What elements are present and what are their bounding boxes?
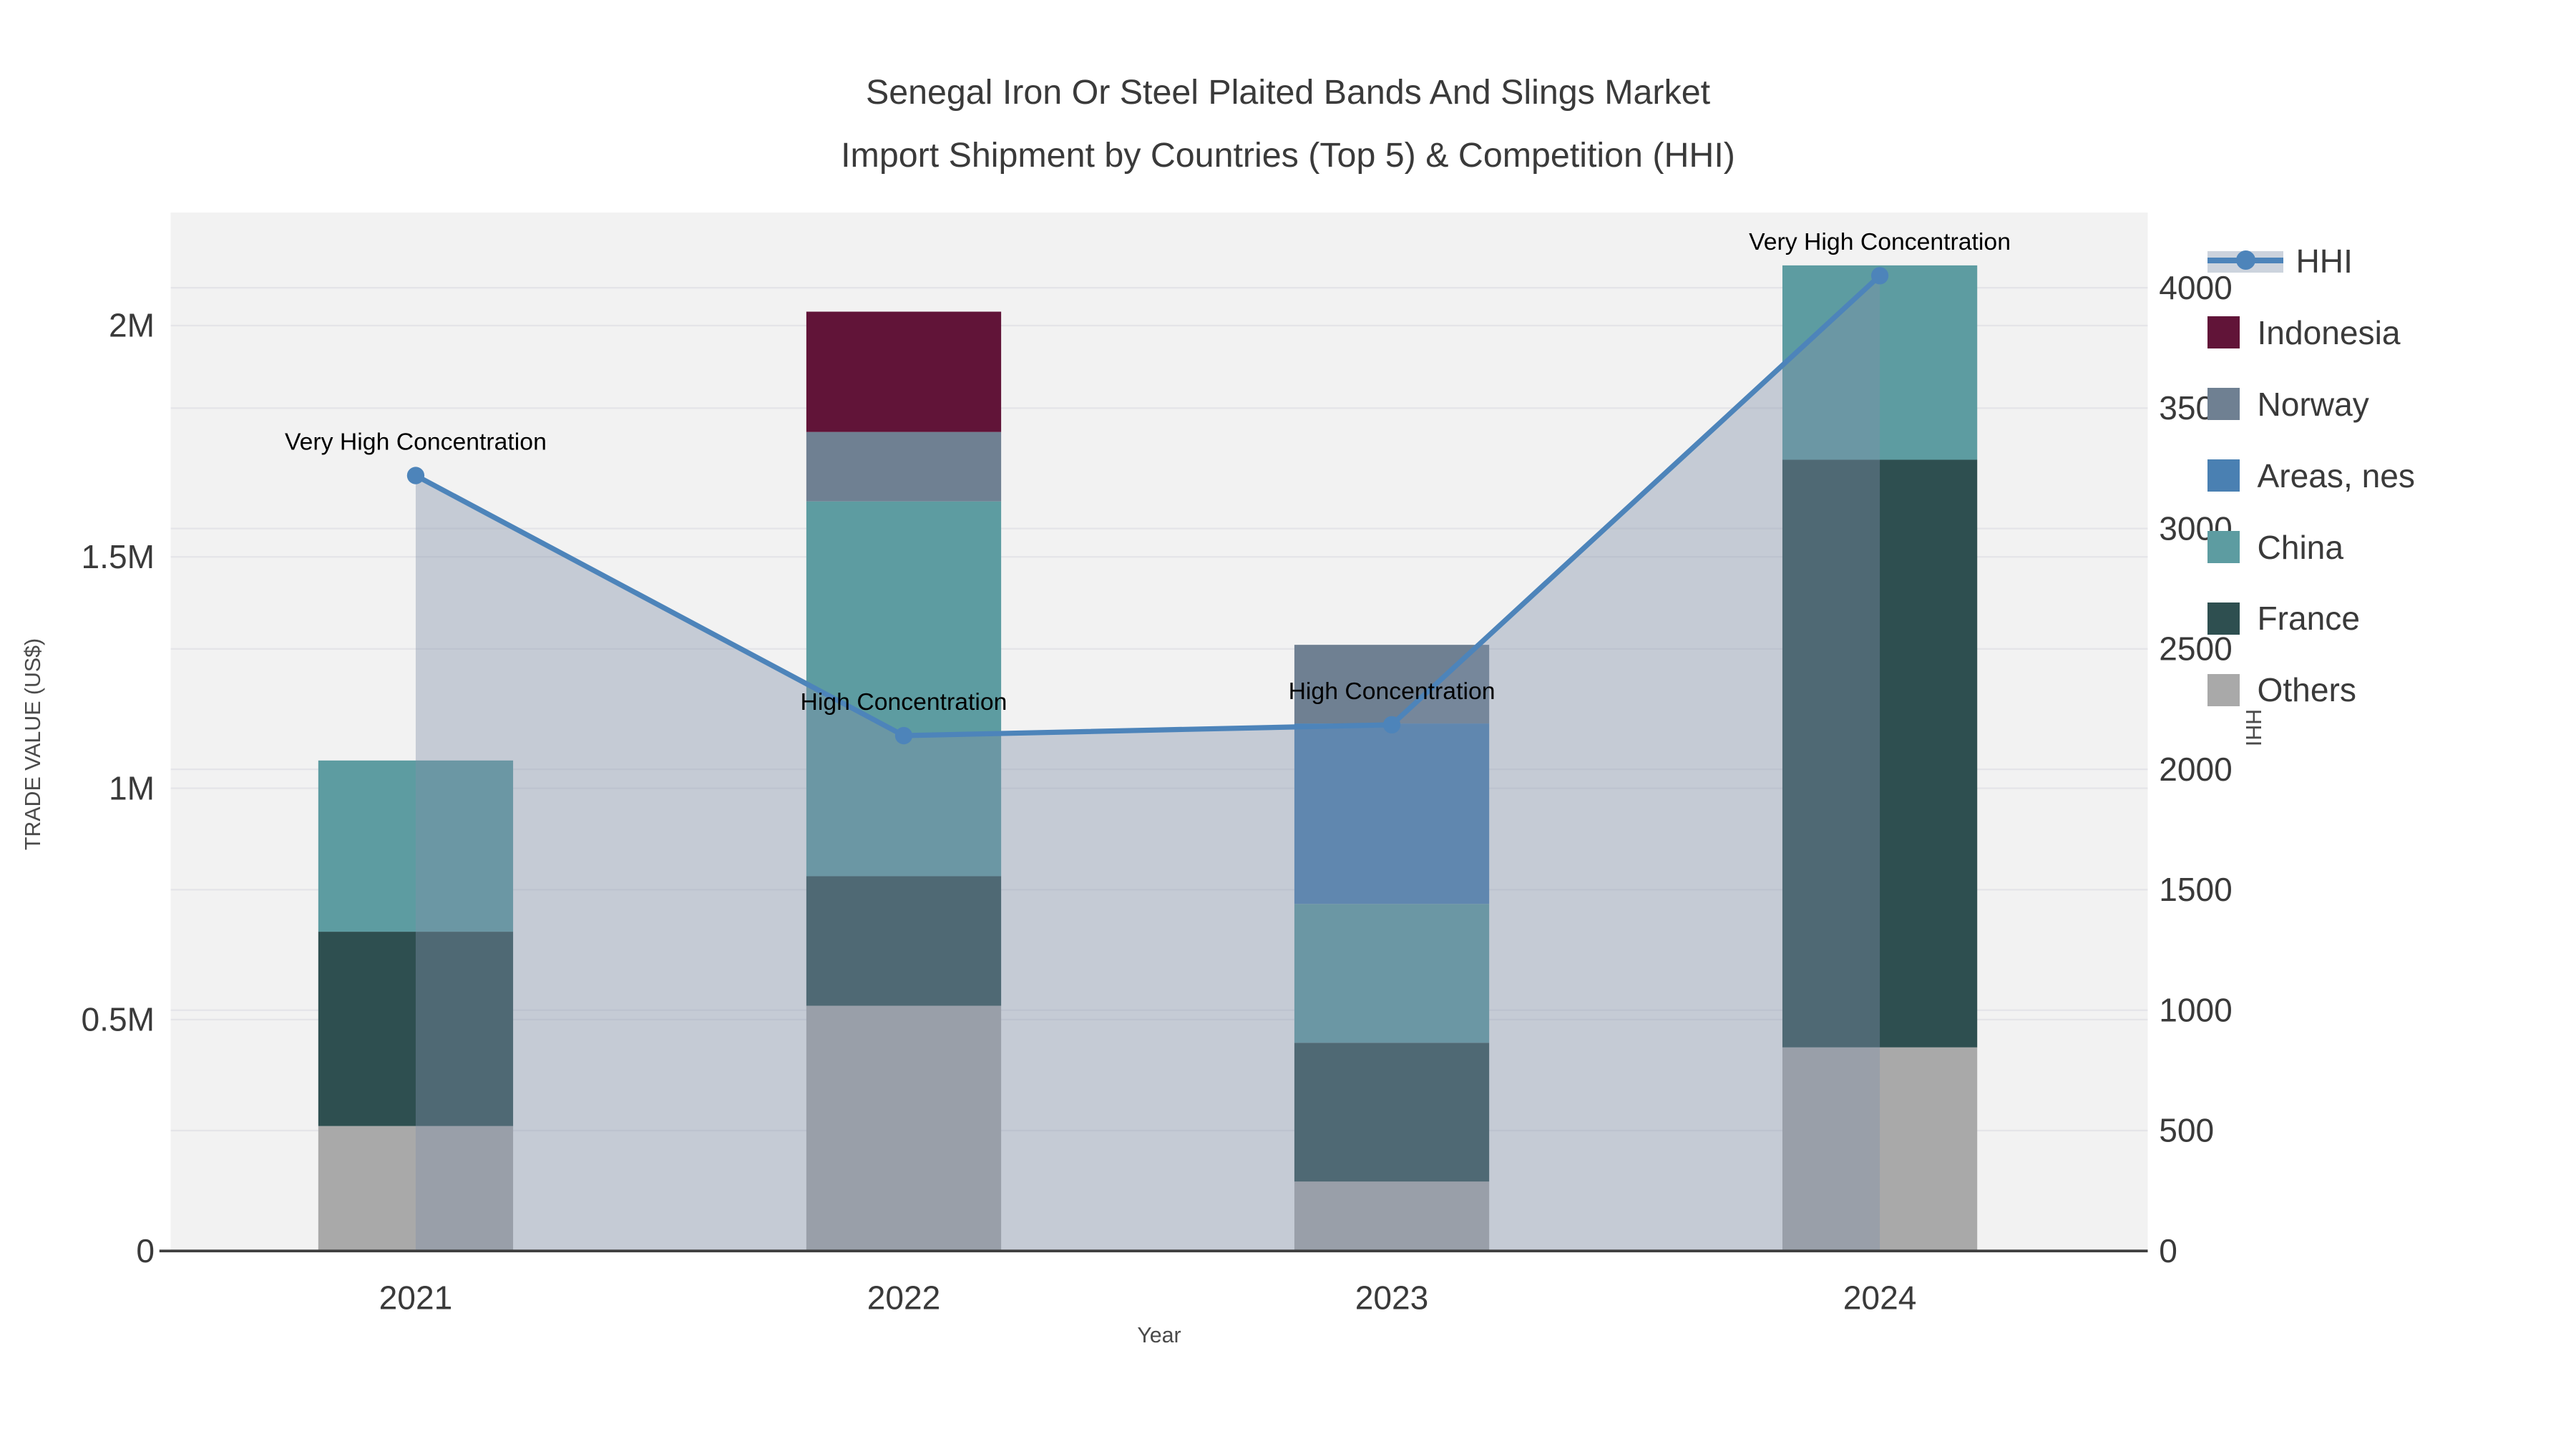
legend-label: France [2257, 600, 2361, 638]
legend-swatch-icon [2207, 531, 2240, 563]
y-right-tick-1500: 1500 [2159, 871, 2233, 908]
bar-segment-china-2021 [318, 760, 514, 932]
bar-segment-norway-2023 [1294, 645, 1490, 724]
legend-item-areas-nes: Areas, nes [2207, 440, 2415, 512]
y-right-tick-500: 500 [2159, 1112, 2214, 1149]
legend: HHI Indonesia Norway Areas, nes China France O… [2207, 225, 2415, 726]
legend-label: Indonesia [2257, 313, 2401, 351]
x-tick-2024: 2024 [1843, 1279, 1917, 1316]
bar-segment-china-2024 [1782, 265, 1978, 460]
bar-segment-norway-2022 [806, 431, 1002, 502]
bar-segment-areas-nes-2023 [1294, 723, 1490, 904]
legend-item-others: Others [2207, 654, 2415, 726]
bar-segment-others-2023 [1294, 1181, 1490, 1252]
y-left-tick-0: 0 [136, 1232, 155, 1269]
bar-segment-indonesia-2022 [806, 311, 1002, 432]
annotation-2022: High Concentration [801, 688, 1008, 716]
legend-item-indonesia: Indonesia [2207, 297, 2415, 369]
bar-segment-others-2024 [1782, 1047, 1978, 1252]
legend-hhi-line-icon [2207, 245, 2283, 277]
legend-item-china: China [2207, 512, 2415, 583]
bar-segment-france-2024 [1782, 459, 1978, 1048]
hhi-point-2024 [1870, 267, 1889, 285]
y-right-tick-4000: 4000 [2159, 269, 2233, 306]
hhi-point-2023 [1382, 716, 1401, 734]
bar-segment-others-2022 [806, 1005, 1002, 1252]
chart-title: Senegal Iron Or Steel Plaited Bands And … [865, 73, 1711, 112]
legend-swatch-icon [2207, 459, 2240, 492]
bar-segment-others-2021 [318, 1126, 514, 1252]
legend-item-hhi: HHI [2207, 225, 2415, 297]
legend-label: Areas, nes [2257, 457, 2415, 494]
annotation-2024: Very High Concentration [1749, 228, 2011, 255]
legend-swatch-icon [2207, 602, 2240, 635]
bar-segment-china-2022 [806, 501, 1002, 877]
legend-item-france: France [2207, 582, 2415, 654]
y-right-tick-2000: 2000 [2159, 751, 2233, 788]
annotation-2021: Very High Concentration [285, 429, 547, 456]
legend-label: China [2257, 528, 2343, 566]
bar-segment-france-2022 [806, 876, 1002, 1006]
y-right-tick-2500: 2500 [2159, 630, 2233, 668]
bar-segment-france-2021 [318, 932, 514, 1126]
hhi-point-2021 [406, 467, 425, 484]
legend-swatch-icon [2207, 388, 2240, 421]
y-right-tick-0: 0 [2159, 1232, 2177, 1269]
y-left-tick-1M: 1M [109, 769, 155, 806]
legend-swatch-icon [2207, 316, 2240, 349]
chart-subtitle: Import Shipment by Countries (Top 5) & C… [841, 136, 1735, 175]
legend-label: HHI [2296, 242, 2353, 280]
hhi-line [414, 273, 1882, 738]
bar-segment-france-2023 [1294, 1043, 1490, 1182]
y-left-tick-1.5M: 1.5M [81, 538, 155, 575]
x-axis-title: Year [1137, 1323, 1181, 1347]
annotation-2023: High Concentration [1289, 678, 1496, 705]
bar-segment-china-2023 [1294, 904, 1490, 1043]
legend-label: Others [2257, 671, 2356, 709]
hhi-area [415, 275, 1880, 1252]
legend-item-norway: Norway [2207, 369, 2415, 440]
y-left-tick-0.5M: 0.5M [81, 1001, 155, 1038]
y-right-tick-1000: 1000 [2159, 991, 2233, 1028]
x-tick-2022: 2022 [867, 1279, 941, 1316]
y-axis-left-title: TRADE VALUE (US$) [21, 638, 46, 850]
legend-label: Norway [2257, 385, 2369, 423]
x-tick-2023: 2023 [1355, 1279, 1429, 1316]
hhi-point-2022 [894, 726, 913, 745]
y-left-tick-2M: 2M [109, 307, 155, 344]
x-tick-2021: 2021 [379, 1279, 453, 1316]
legend-swatch-icon [2207, 673, 2240, 706]
